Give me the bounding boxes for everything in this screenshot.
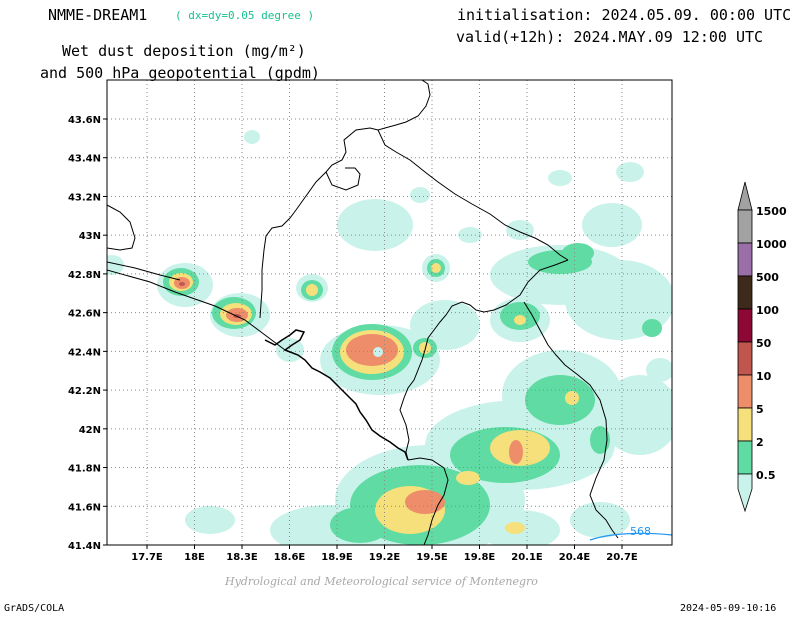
colorbar-top-arrow: [737, 181, 753, 211]
chart-title-line2: and 500 hPa geopotential (gpdm): [40, 64, 320, 82]
footer-credit: Hydrological and Meteorological service …: [225, 575, 538, 588]
lat-tick-label: 43.6N: [68, 115, 101, 126]
colorbar-swatch: [737, 308, 753, 343]
colorbar-label: 0.5: [756, 469, 776, 482]
colorbar-label: 1500: [756, 205, 787, 218]
lon-tick-label: 20.4E: [559, 552, 591, 563]
model-name: NMME-DREAM1: [48, 6, 148, 24]
lat-lon-grid: [107, 80, 672, 545]
colorbar-label: 10: [756, 370, 772, 383]
coastline: [264, 329, 409, 461]
colorbar-swatch: [737, 374, 753, 409]
contour-label: 568: [630, 525, 651, 538]
colorbar-bottom-arrow: [737, 473, 753, 513]
geopotential-contour-568: [589, 532, 672, 541]
colorbar-swatch: [737, 275, 753, 310]
lat-tick-label: 42.6N: [68, 309, 101, 320]
lon-tick-label: 18.6E: [274, 552, 306, 563]
colorbar-swatch: [737, 209, 753, 244]
model-resolution: ( dx=dy=0.05 degree ): [175, 9, 315, 22]
colorbar-swatch: [737, 341, 753, 376]
country-borders: [107, 80, 619, 545]
valid-time: valid(+12h): 2024.MAY.09 12:00 UTC: [456, 28, 764, 46]
timestamp-label: 2024-05-09-10:16: [680, 603, 777, 614]
lon-tick-label: 18.9E: [321, 552, 353, 563]
colorbar-label: 2: [756, 436, 764, 449]
lat-tick-label: 43.2N: [68, 192, 101, 203]
initialisation-time: initialisation: 2024.05.09. 00:00 UTC: [457, 6, 792, 24]
lat-tick-label: 43N: [79, 231, 101, 242]
lon-tick-label: 17.7E: [131, 552, 163, 563]
lon-tick-label: 20.7E: [606, 552, 638, 563]
lon-tick-label: 20.1E: [511, 552, 543, 563]
colorbar-label: 500: [756, 271, 779, 284]
lon-tick-label: 19.5E: [416, 552, 448, 563]
software-label: GrADS/COLA: [4, 603, 65, 614]
lon-tick-label: 18.3E: [226, 552, 258, 563]
colorbar-label: 1000: [756, 238, 787, 251]
lat-tick-label: 41.4N: [68, 541, 101, 552]
lat-tick-label: 42.4N: [68, 347, 101, 358]
colorbar-swatch: [737, 440, 753, 475]
colorbar-label: 100: [756, 304, 779, 317]
lon-tick-label: 19.8E: [464, 552, 496, 563]
lon-tick-label: 18E: [184, 552, 205, 563]
colorbar: 1500 1000 500 100 50 10 5 2 0.5: [737, 181, 787, 513]
lat-tick-label: 41.8N: [68, 464, 101, 475]
lat-tick-label: 42N: [79, 425, 101, 436]
colorbar-swatch: [737, 407, 753, 442]
lat-tick-label: 42.8N: [68, 270, 101, 281]
field-hole: [373, 347, 383, 357]
lat-tick-label: 42.2N: [68, 386, 101, 397]
lat-tick-label: 43.4N: [68, 154, 101, 165]
dust-deposition-field: [107, 80, 672, 545]
colorbar-label: 50: [756, 337, 772, 350]
axes: 43.6N 43.4N 43.2N 43N 42.8N 42.6N 42.4N 42.2N 42…: [68, 115, 638, 563]
chart-title-line1: Wet dust deposition (mg/m²): [62, 42, 306, 60]
colorbar-swatch: [737, 242, 753, 277]
lon-tick-label: 19.2E: [369, 552, 401, 563]
colorbar-label: 5: [756, 403, 764, 416]
lat-tick-label: 41.6N: [68, 502, 101, 513]
